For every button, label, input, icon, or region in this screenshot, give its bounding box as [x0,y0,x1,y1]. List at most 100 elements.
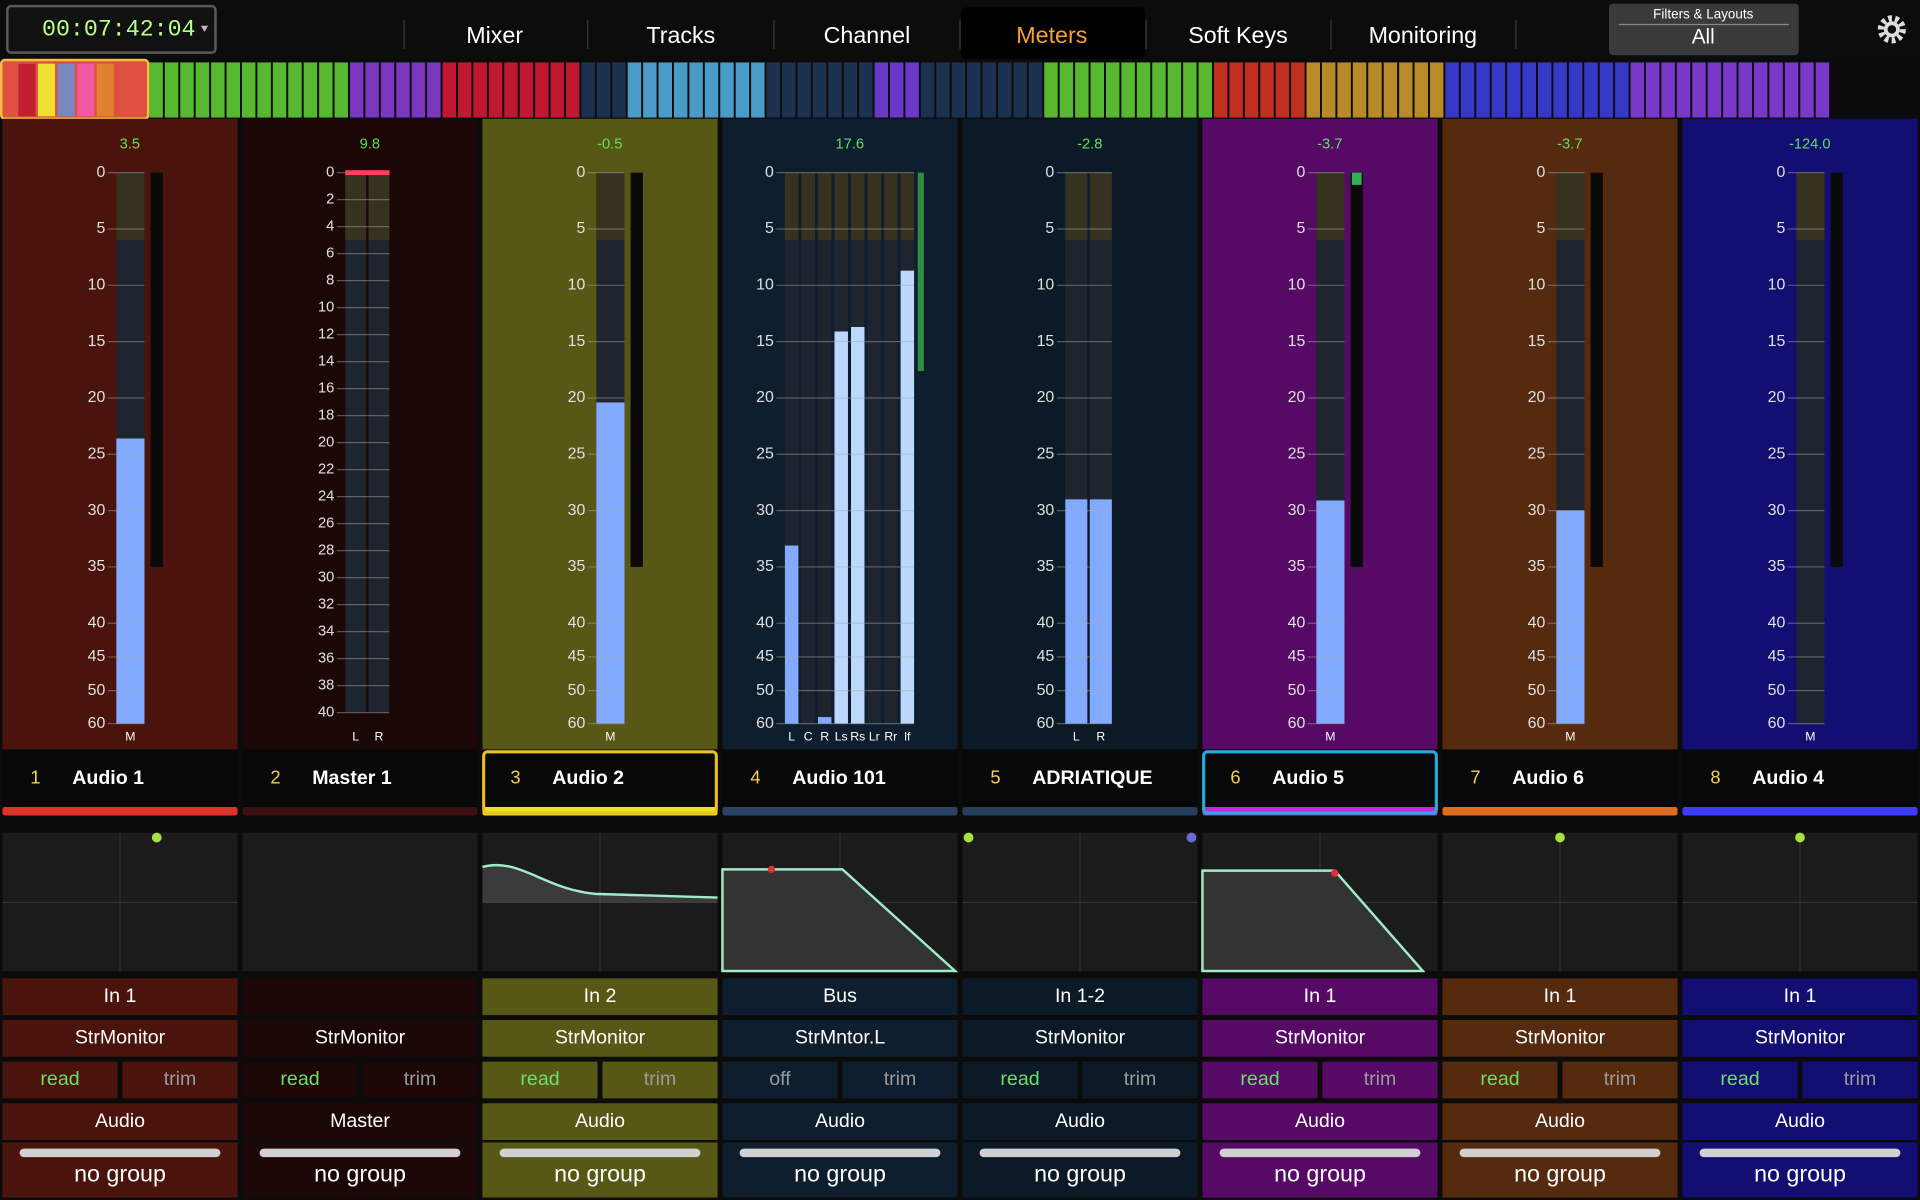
tab[interactable]: Soft Keys [1188,22,1288,48]
strip-swatch[interactable] [982,62,996,118]
automation-mode[interactable]: read [520,1068,559,1090]
input-label[interactable]: Bus [823,985,857,1007]
name-box[interactable] [1682,749,1918,814]
trim-button[interactable] [122,1061,238,1099]
strip-swatch[interactable] [1352,62,1367,118]
strip-swatch[interactable] [781,62,796,118]
strip-swatch[interactable] [889,62,904,118]
trim-button[interactable] [1082,1061,1198,1099]
input-label[interactable]: In 1 [104,985,137,1007]
strip-swatch[interactable] [643,62,657,118]
strip-swatch[interactable] [735,62,750,118]
automation-button[interactable] [1442,1061,1558,1099]
row-monitor[interactable] [242,1020,478,1057]
strip-swatch[interactable] [1537,62,1552,118]
strip-swatch[interactable] [226,62,240,118]
row-monitor[interactable] [962,1020,1198,1057]
row-type[interactable] [962,1103,1198,1140]
name-box[interactable] [1202,749,1438,814]
strip-swatch[interactable] [997,62,1012,118]
strip-swatch[interactable] [1599,62,1614,118]
automation-mode[interactable]: read [1720,1068,1759,1090]
strip-swatch[interactable] [1645,62,1660,118]
group-slider[interactable] [1459,1148,1661,1158]
strip-swatch[interactable] [535,62,549,118]
automation-mode[interactable]: read [1240,1068,1279,1090]
strip-swatch[interactable] [1460,62,1475,118]
strip-swatch[interactable] [149,62,163,118]
strip-swatch[interactable] [612,62,626,118]
strip-swatch[interactable] [1167,62,1182,118]
automation-button[interactable] [2,1061,118,1099]
name-box[interactable] [1442,749,1678,814]
strip-swatch[interactable] [1661,62,1675,118]
tab[interactable]: Tracks [646,22,715,48]
row-input[interactable] [482,978,718,1016]
automation-button[interactable] [1682,1061,1798,1099]
strip-swatch[interactable] [1090,62,1104,118]
monitor-label[interactable]: StrMonitor [1515,1027,1606,1049]
strip-swatch[interactable] [380,62,395,118]
strip-swatch[interactable] [1584,62,1598,118]
name-box[interactable] [242,749,478,814]
strip-swatch[interactable] [1044,62,1058,118]
strip-swatch[interactable] [1244,62,1259,118]
strip-swatch[interactable] [967,62,981,118]
strip-swatch[interactable] [1507,62,1521,118]
strip-swatch[interactable] [164,62,179,118]
settings-gear[interactable] [1877,15,1906,44]
strip-swatch[interactable] [720,62,734,118]
strip-swatch[interactable] [1229,62,1243,118]
strip-swatch[interactable] [581,62,595,118]
row-input[interactable] [1682,978,1918,1016]
strip-swatch[interactable] [195,62,210,118]
strip-swatch[interactable] [797,62,811,118]
strip-swatch[interactable] [288,62,302,118]
strip-swatch[interactable] [658,62,672,118]
row-type[interactable] [242,1103,478,1140]
strip-swatch[interactable] [1753,62,1768,118]
strip-swatch[interactable] [1568,62,1583,118]
strip-swatch[interactable] [828,62,842,118]
strip-swatch[interactable] [180,62,194,118]
strip-swatch[interactable] [211,62,225,118]
strip-swatch[interactable] [519,62,534,118]
automation-button[interactable] [722,1061,838,1099]
trim-label[interactable]: trim [1124,1068,1157,1090]
strip-swatch[interactable] [1399,62,1413,118]
strip-swatch[interactable] [1337,62,1351,118]
strip-swatch[interactable] [596,62,611,118]
strip-swatch[interactable] [457,62,472,118]
strip-swatch[interactable] [1476,62,1490,118]
row-monitor[interactable] [1682,1020,1918,1057]
group-slider[interactable] [1699,1148,1901,1158]
strip-swatch[interactable] [504,62,518,118]
trim-button[interactable] [1562,1061,1678,1099]
group-label[interactable]: no group [1274,1161,1366,1187]
strip-swatch[interactable] [334,62,348,118]
tab[interactable]: Meters [1016,22,1087,48]
monitor-label[interactable]: StrMonitor [1275,1027,1366,1049]
strip-swatch[interactable] [396,62,410,118]
trim-label[interactable]: trim [404,1068,437,1090]
monitor-label[interactable]: StrMonitor [1755,1027,1846,1049]
name-box[interactable] [722,749,958,814]
strip-swatch[interactable] [1136,62,1151,118]
strip-swatch[interactable] [565,62,580,118]
name-box[interactable] [482,749,718,814]
type-label[interactable]: Audio [815,1110,865,1132]
strip-swatch[interactable] [1383,62,1398,118]
row-monitor[interactable] [2,1020,238,1057]
input-label[interactable]: In 2 [584,985,617,1007]
automation-button[interactable] [482,1061,598,1099]
strip-swatch[interactable] [1121,62,1135,118]
strip-swatch[interactable] [442,62,456,118]
strip-swatch[interactable] [1429,62,1444,118]
trim-label[interactable]: trim [1604,1068,1637,1090]
strip-swatch[interactable] [920,62,935,118]
strip-swatch[interactable] [936,62,950,118]
strip-swatch[interactable] [1198,62,1212,118]
strip-swatch[interactable] [1028,62,1043,118]
name-box[interactable] [962,749,1198,814]
strip-swatch[interactable] [241,62,256,118]
